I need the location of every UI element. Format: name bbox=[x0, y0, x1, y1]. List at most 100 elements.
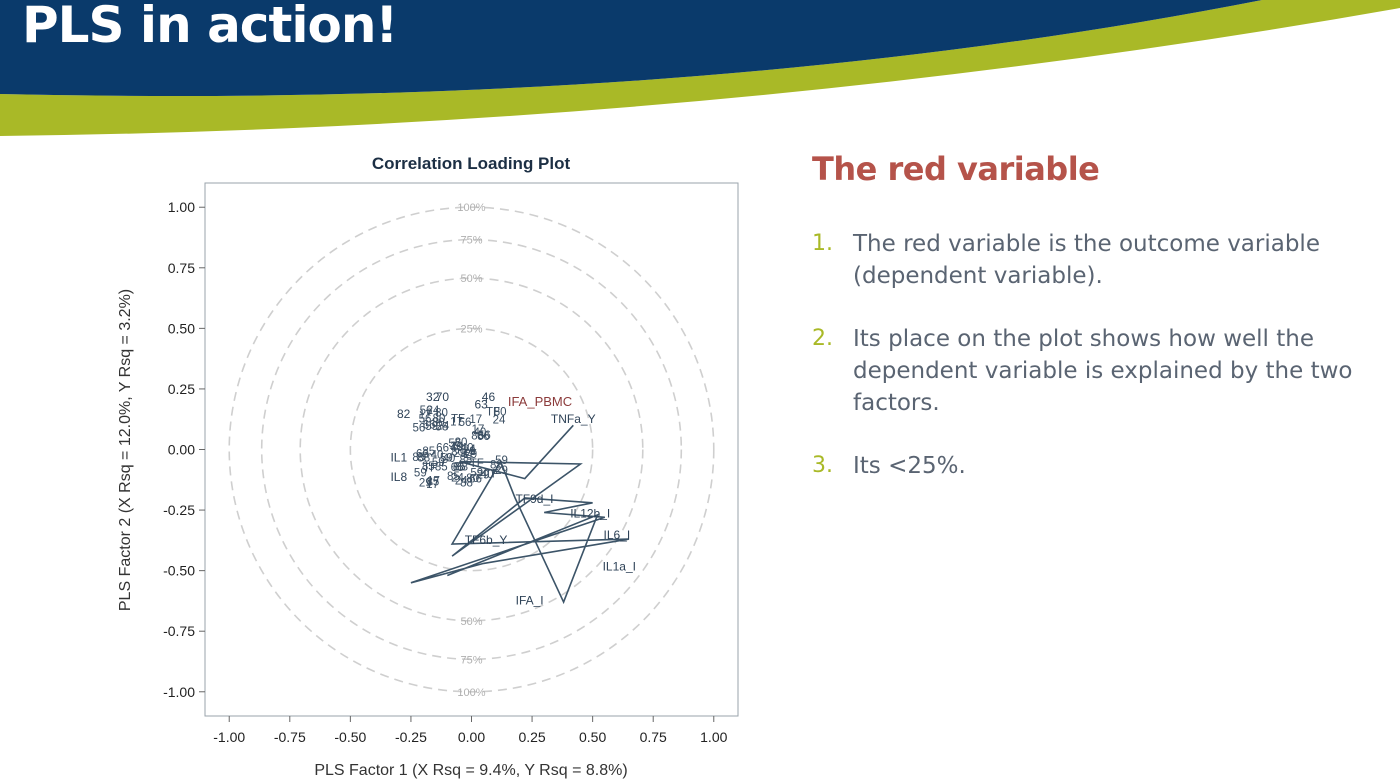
list-item: 1. The red variable is the outcome varia… bbox=[812, 228, 1392, 292]
x-tick-label: -1.00 bbox=[213, 729, 245, 745]
point-label: IL6_I bbox=[604, 528, 631, 542]
cluster-point-label: 24 bbox=[451, 472, 464, 484]
x-tick-label: 0.25 bbox=[518, 729, 545, 745]
circle-label: 50% bbox=[460, 616, 482, 628]
circle-label: 50% bbox=[460, 273, 482, 285]
y-tick-label: -0.75 bbox=[163, 623, 195, 639]
cluster-point-label: 66 bbox=[451, 462, 464, 474]
chart-title: Correlation Loading Plot bbox=[372, 154, 571, 173]
y-tick-label: 1.00 bbox=[168, 199, 195, 215]
cluster-point-label: 40 bbox=[481, 469, 494, 481]
cluster-point-label: 29 bbox=[450, 441, 463, 453]
cluster-point-label: 56 bbox=[478, 430, 491, 442]
circle-label: 75% bbox=[460, 235, 482, 247]
circle-label: 100% bbox=[457, 202, 485, 214]
y-axis-label: PLS Factor 2 (X Rsq = 12.0%, Y Rsq = 3.2… bbox=[117, 289, 134, 611]
cluster-point-label: 17 bbox=[426, 479, 439, 491]
cluster-point-label: 40 bbox=[461, 443, 474, 455]
banner-green-swoosh bbox=[0, 0, 1400, 136]
cluster-point-label: 85 bbox=[427, 476, 440, 488]
cluster-point-label: 66 bbox=[469, 474, 482, 486]
cluster-point-label: TF bbox=[463, 448, 477, 460]
cluster-point-label: 88 bbox=[471, 431, 484, 443]
cluster-point-label: 80 bbox=[494, 406, 507, 418]
point-label: 32 bbox=[426, 390, 440, 404]
cluster-point-label: 40 bbox=[473, 427, 486, 439]
cluster-point-label: 56 bbox=[448, 438, 461, 450]
y-tick-label: 0.75 bbox=[168, 260, 195, 276]
cluster-point-label: 80 bbox=[451, 446, 464, 458]
slide-title: PLS in action! bbox=[22, 0, 398, 54]
point-label: IL1a_I bbox=[603, 560, 636, 574]
cluster-point-label: 59 bbox=[495, 455, 508, 467]
cluster-point-label: TF bbox=[423, 462, 437, 474]
point-label: IL8 bbox=[390, 470, 407, 484]
correlation-circle bbox=[228, 206, 715, 693]
x-tick-label: -0.25 bbox=[395, 729, 427, 745]
cluster-point-label: TF bbox=[451, 414, 465, 426]
cluster-point-label: 80 bbox=[455, 437, 468, 449]
cluster-point-label: 85 bbox=[422, 446, 435, 458]
list-item: 3. Its <25%. bbox=[812, 450, 1392, 482]
correlation-circle bbox=[349, 327, 594, 572]
list-number: 3. bbox=[812, 453, 833, 478]
cluster-point-label: 80 bbox=[435, 407, 448, 419]
list-text: Its <25%. bbox=[853, 453, 966, 479]
point-label: 63 bbox=[475, 397, 489, 411]
cluster-point-label: 66 bbox=[423, 420, 436, 432]
cluster-point-label: 40 bbox=[442, 453, 455, 465]
cluster-point-label: 80 bbox=[433, 413, 446, 425]
loading-line-series bbox=[410, 424, 630, 605]
cluster-point-label: 80 bbox=[466, 473, 479, 485]
list-number: 2. bbox=[812, 326, 833, 351]
cluster-point-label: 56 bbox=[413, 422, 426, 434]
circle-label: 100% bbox=[457, 687, 485, 699]
side-heading: The red variable bbox=[812, 150, 1100, 188]
list-text: The red variable is the outcome variable… bbox=[853, 231, 1320, 289]
cluster-point-label: 85 bbox=[453, 462, 466, 474]
cluster-point-label: 80 bbox=[432, 417, 445, 429]
cluster-point-label: 85 bbox=[412, 452, 425, 464]
correlation-circle bbox=[260, 238, 683, 661]
point-label: IL1 bbox=[390, 451, 407, 465]
cluster-point-label: TF bbox=[470, 458, 484, 470]
cluster-point-label: 88 bbox=[455, 462, 468, 474]
cluster-point-label: TF bbox=[485, 468, 499, 480]
cluster-point-label: 59 bbox=[440, 452, 453, 464]
point-label: IFA_I bbox=[516, 594, 544, 608]
cluster-point-label: 17 bbox=[469, 414, 482, 426]
point-label: 70 bbox=[436, 390, 450, 404]
x-tick-label: 1.00 bbox=[700, 729, 727, 745]
cluster-point-label: 17 bbox=[427, 476, 440, 488]
x-tick-label: 0.00 bbox=[458, 729, 485, 745]
x-axis-label: PLS Factor 1 (X Rsq = 9.4%, Y Rsq = 8.8%… bbox=[314, 762, 627, 779]
cluster-point-label: 24 bbox=[493, 415, 506, 427]
cluster-point-label: 17 bbox=[419, 410, 432, 422]
cluster-point-label: 85 bbox=[447, 471, 460, 483]
cluster-point-label: 59 bbox=[432, 457, 445, 469]
cluster-point-label: 24 bbox=[427, 405, 440, 417]
y-tick-label: -0.25 bbox=[163, 502, 195, 518]
circle-label: 75% bbox=[460, 654, 482, 666]
list-number: 1. bbox=[812, 231, 833, 256]
cluster-point-label: 56 bbox=[419, 413, 432, 425]
cluster-point-label: 29 bbox=[495, 465, 508, 477]
cluster-point-label: 88 bbox=[460, 454, 473, 466]
y-tick-label: 0.50 bbox=[168, 320, 195, 336]
y-tick-label: 0.00 bbox=[168, 442, 195, 458]
cluster-point-label: 24 bbox=[437, 421, 450, 433]
cluster-point-label: 66 bbox=[477, 431, 490, 443]
cluster-point-label: 66 bbox=[436, 443, 449, 455]
cluster-point-label: 40 bbox=[450, 442, 463, 454]
cluster-point-label: 56 bbox=[420, 405, 433, 417]
cluster-point-label: 56 bbox=[459, 417, 472, 429]
outcome-point-label: IFA_PBMC bbox=[508, 394, 572, 409]
cluster-point-label: 24 bbox=[463, 444, 476, 456]
cluster-point-label: 59 bbox=[470, 467, 483, 479]
cluster-point-label: 88 bbox=[460, 477, 473, 489]
point-label: IL12b_I bbox=[570, 506, 610, 520]
x-tick-label: 0.75 bbox=[640, 729, 667, 745]
y-tick-label: 0.25 bbox=[168, 381, 195, 397]
correlation-circle bbox=[299, 277, 644, 622]
cluster-point-label: 88 bbox=[417, 453, 430, 465]
